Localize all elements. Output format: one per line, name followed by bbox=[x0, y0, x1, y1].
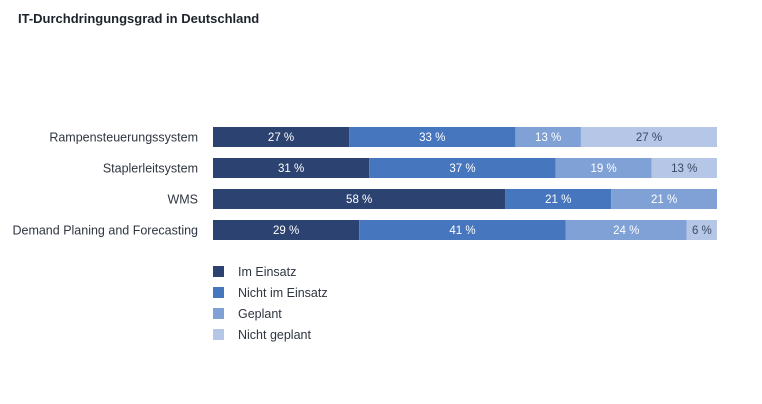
bar-segment-nicht-geplant-rampensteuerungssystem bbox=[580, 127, 717, 147]
bar-segment-nicht-im-einsatz-demand-planing-and-forecasting bbox=[359, 220, 566, 240]
data-label-nicht-im-einsatz-rampensteuerungssystem: 33 % bbox=[419, 132, 445, 144]
data-label-geplant-wms: 21 % bbox=[651, 194, 677, 206]
data-label-im-einsatz-staplerleitsystem: 31 % bbox=[278, 163, 304, 175]
bar-segment-im-einsatz-demand-planing-and-forecasting bbox=[213, 220, 360, 240]
bar-segment-nicht-geplant-demand-planing-and-forecasting bbox=[686, 220, 717, 240]
bar-segment-im-einsatz-rampensteuerungssystem bbox=[213, 127, 350, 147]
data-label-nicht-geplant-staplerleitsystem: 13 % bbox=[671, 163, 697, 175]
data-label-nicht-geplant-rampensteuerungssystem: 27 % bbox=[636, 132, 662, 144]
data-label-nicht-im-einsatz-wms: 21 % bbox=[545, 194, 571, 206]
data-label-nicht-im-einsatz-staplerleitsystem: 37 % bbox=[449, 163, 475, 175]
data-label-nicht-im-einsatz-demand-planing-and-forecasting: 41 % bbox=[449, 225, 475, 237]
category-label-staplerleitsystem: Staplerleitsystem bbox=[103, 162, 198, 176]
legend-label-nicht-im-einsatz: Nicht im Einsatz bbox=[238, 286, 328, 300]
bar-segment-geplant-rampensteuerungssystem bbox=[515, 127, 581, 147]
legend-swatch-im-einsatz bbox=[213, 266, 224, 277]
legend-swatch-nicht-im-einsatz bbox=[213, 287, 224, 298]
bar-segment-geplant-staplerleitsystem bbox=[555, 158, 652, 178]
data-label-im-einsatz-rampensteuerungssystem: 27 % bbox=[268, 132, 294, 144]
data-label-geplant-rampensteuerungssystem: 13 % bbox=[535, 132, 561, 144]
data-label-nicht-geplant-demand-planing-and-forecasting: 6 % bbox=[692, 225, 712, 237]
data-label-geplant-demand-planing-and-forecasting: 24 % bbox=[613, 225, 639, 237]
category-label-demand-planing-and-forecasting: Demand Planing and Forecasting bbox=[12, 224, 198, 238]
bar-segment-im-einsatz-wms bbox=[213, 189, 506, 209]
data-label-geplant-staplerleitsystem: 19 % bbox=[590, 163, 616, 175]
bar-segment-geplant-demand-planing-and-forecasting bbox=[565, 220, 687, 240]
data-label-im-einsatz-demand-planing-and-forecasting: 29 % bbox=[273, 225, 299, 237]
chart-title: IT-Durchdringungsgrad in Deutschland bbox=[18, 11, 260, 26]
bar-segment-nicht-im-einsatz-staplerleitsystem bbox=[369, 158, 556, 178]
bar-segment-im-einsatz-staplerleitsystem bbox=[213, 158, 370, 178]
legend-swatch-nicht-geplant bbox=[213, 329, 224, 340]
data-label-im-einsatz-wms: 58 % bbox=[346, 194, 372, 206]
bar-segment-geplant-wms bbox=[611, 189, 717, 209]
legend-swatch-geplant bbox=[213, 308, 224, 319]
bar-segment-nicht-im-einsatz-rampensteuerungssystem bbox=[349, 127, 516, 147]
bar-segment-nicht-im-einsatz-wms bbox=[505, 189, 612, 209]
legend-label-im-einsatz: Im Einsatz bbox=[238, 265, 296, 279]
legend-label-geplant: Geplant bbox=[238, 307, 282, 321]
legend-label-nicht-geplant: Nicht geplant bbox=[238, 328, 311, 342]
category-label-rampensteuerungssystem: Rampensteuerungssystem bbox=[49, 131, 198, 145]
bar-segment-nicht-geplant-staplerleitsystem bbox=[651, 158, 717, 178]
category-label-wms: WMS bbox=[167, 193, 198, 207]
